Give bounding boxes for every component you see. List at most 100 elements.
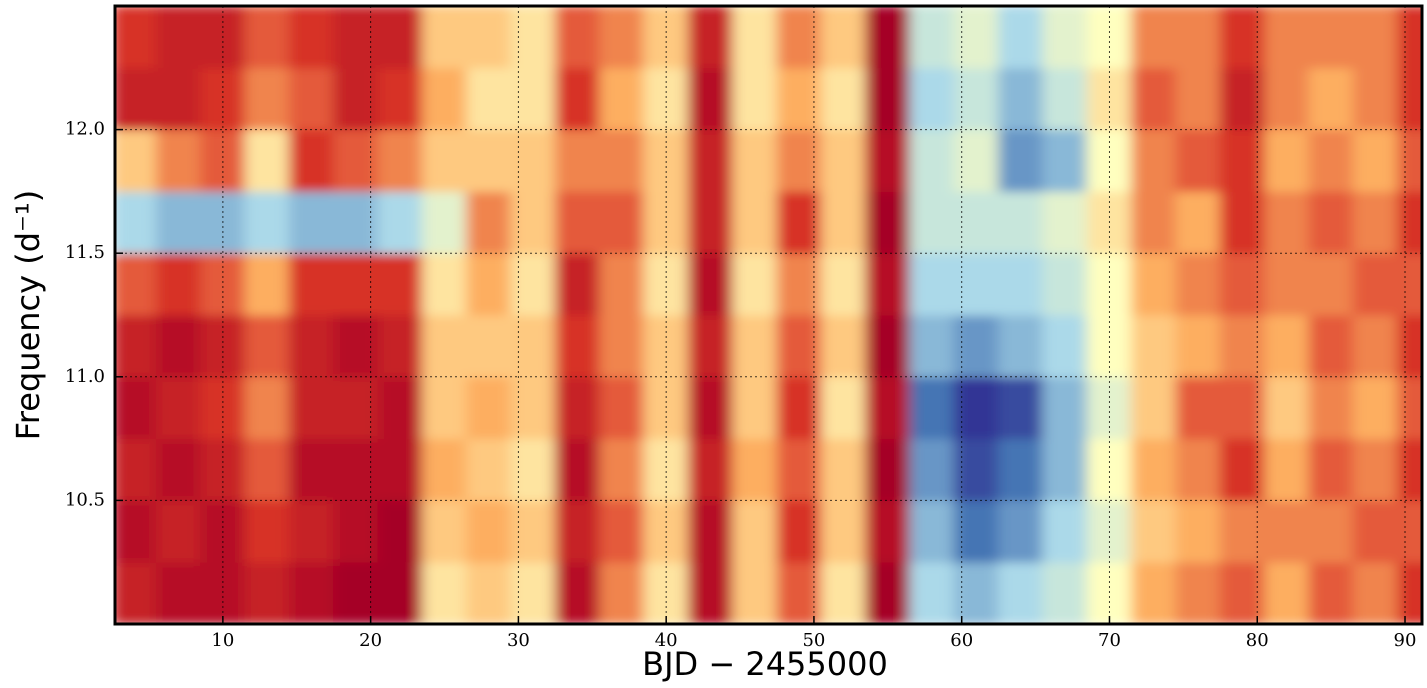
heatmap-cell xyxy=(865,561,911,624)
heatmap-cell xyxy=(953,438,1000,501)
heatmap-cell xyxy=(115,561,157,624)
heatmap-cell xyxy=(909,252,955,316)
heatmap-cell xyxy=(510,438,556,501)
heatmap-cell xyxy=(244,499,290,563)
heatmap-cell xyxy=(998,252,1044,316)
heatmap-cell xyxy=(288,6,335,69)
heatmap-cell xyxy=(776,67,822,131)
heatmap-cell xyxy=(732,499,778,563)
heatmap-cell xyxy=(687,129,734,192)
heatmap-cell xyxy=(1219,129,1266,192)
heatmap-cell xyxy=(115,67,157,131)
heatmap-cell xyxy=(1397,252,1422,316)
heatmap-cell xyxy=(1308,376,1354,440)
heatmap-cell xyxy=(1308,561,1354,624)
heatmap-cell xyxy=(865,190,911,254)
y-axis-label: Frequency (d⁻¹) xyxy=(9,190,47,440)
x-axis-label: BJD − 2455000 xyxy=(642,645,888,683)
heatmap-cell xyxy=(732,67,778,131)
heatmap-cell xyxy=(1175,252,1221,316)
heatmap-cell xyxy=(1219,6,1266,69)
heatmap-cell xyxy=(1264,67,1310,131)
heatmap-cell xyxy=(1397,438,1422,501)
heatmap-cell xyxy=(1175,129,1221,192)
heatmap-cell xyxy=(865,6,911,69)
heatmap-cell xyxy=(244,129,290,192)
heatmap-cell xyxy=(510,67,556,131)
heatmap-cell xyxy=(155,190,202,254)
heatmap-cell xyxy=(333,376,379,440)
heatmap-cell xyxy=(732,129,778,192)
heatmap-cell xyxy=(1308,314,1354,378)
heatmap-cell xyxy=(377,67,423,131)
heatmap-cell xyxy=(909,376,955,440)
heatmap-cell xyxy=(155,129,202,192)
heatmap-cell xyxy=(953,376,1000,440)
heatmap-cell xyxy=(377,438,423,501)
heatmap-cell xyxy=(820,499,867,563)
heatmap-cell xyxy=(288,561,335,624)
heatmap-cell xyxy=(1397,499,1422,563)
y-tick-label: 11.0 xyxy=(65,366,105,387)
heatmap-cell xyxy=(115,190,157,254)
heatmap-cell xyxy=(732,190,778,254)
heatmap-cell xyxy=(909,438,955,501)
heatmap-cell xyxy=(421,314,468,378)
heatmap-cell xyxy=(998,6,1044,69)
heatmap-cell xyxy=(732,438,778,501)
heatmap-cell xyxy=(377,6,423,69)
heatmap-cell xyxy=(1352,252,1399,316)
heatmap-cell xyxy=(510,499,556,563)
x-tick-label: 10 xyxy=(211,630,234,651)
heatmap-cell xyxy=(1264,314,1310,378)
heatmap-cell xyxy=(288,67,335,131)
heatmap-cell xyxy=(510,314,556,378)
heatmap-cell xyxy=(776,376,822,440)
heatmap-cell xyxy=(1264,499,1310,563)
heatmap-cell xyxy=(998,561,1044,624)
heatmap-cell xyxy=(776,252,822,316)
heatmap-cell xyxy=(115,6,157,69)
heatmap-cell xyxy=(1042,499,1088,563)
heatmap-cell xyxy=(732,314,778,378)
heatmap-cell xyxy=(1042,252,1088,316)
heatmap-cell xyxy=(155,252,202,316)
heatmap-cell xyxy=(776,190,822,254)
heatmap-cell xyxy=(1219,190,1266,254)
heatmap-cell xyxy=(554,376,601,440)
heatmap-cell xyxy=(1131,561,1177,624)
heatmap-cell xyxy=(1308,190,1354,254)
plot-frame xyxy=(113,4,1424,626)
heatmap-cell xyxy=(1042,561,1088,624)
heatmap-cell xyxy=(288,314,335,378)
heatmap-cell xyxy=(1308,438,1354,501)
heatmap-cell xyxy=(1042,129,1088,192)
heatmap-cell xyxy=(865,129,911,192)
heatmap-cell xyxy=(687,438,734,501)
heatmap-cell xyxy=(1308,499,1354,563)
heatmap-cell xyxy=(333,190,379,254)
heatmap-cell xyxy=(155,6,202,69)
heatmap-cell xyxy=(288,129,335,192)
heatmap-cell xyxy=(998,499,1044,563)
heatmap-cell xyxy=(244,376,290,440)
heatmap-cell xyxy=(554,67,601,131)
heatmap-cell xyxy=(1042,190,1088,254)
heatmap-cell xyxy=(909,190,955,254)
heatmap-cell xyxy=(687,314,734,378)
heatmap-cell xyxy=(244,67,290,131)
heatmap-cell xyxy=(333,314,379,378)
heatmap-cell xyxy=(1086,438,1133,501)
heatmap-cell xyxy=(1264,6,1310,69)
heatmap-cell xyxy=(244,252,290,316)
heatmap-cell xyxy=(288,499,335,563)
heatmap-cell xyxy=(554,438,601,501)
heatmap-cell xyxy=(953,561,1000,624)
heatmap-cell xyxy=(643,438,689,501)
heatmap-cell xyxy=(200,252,246,316)
heatmap-cell xyxy=(909,67,955,131)
heatmap-cell xyxy=(333,252,379,316)
heatmap-cell xyxy=(510,561,556,624)
heatmap-cell xyxy=(554,6,601,69)
heatmap-cell xyxy=(155,561,202,624)
